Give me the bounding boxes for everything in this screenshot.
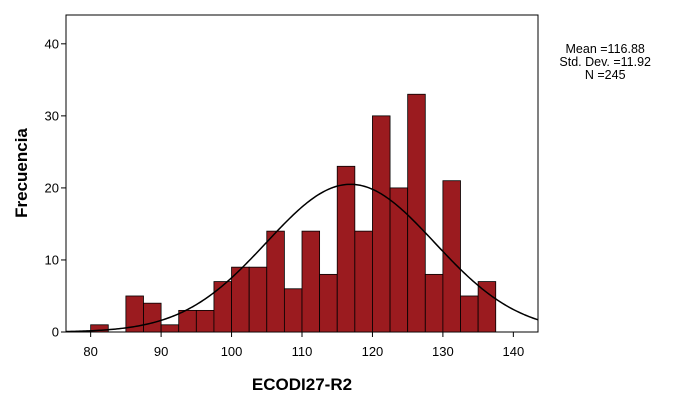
histogram-bar [442, 180, 461, 333]
histogram-bar [477, 281, 497, 333]
histogram-bar [160, 324, 180, 333]
histogram-bar [90, 324, 109, 333]
x-tick-label: 100 [221, 344, 243, 359]
y-tick-label: 20 [45, 180, 59, 195]
histogram-bar [354, 230, 373, 333]
stats-n: N =245 [584, 68, 626, 82]
histogram-bar [231, 266, 250, 333]
x-tick-label: 130 [432, 344, 454, 359]
stats-std-dev: Std. Dev. =11.92 [559, 55, 651, 69]
y-tick-label: 30 [45, 108, 59, 123]
stats-box: Mean =116.88 Std. Dev. =11.92 N =245 [559, 43, 651, 82]
y-axis-title: Frecuencia [12, 128, 31, 218]
histogram-bar [248, 266, 268, 333]
histogram-bar [178, 309, 197, 333]
y-tick-label: 0 [52, 325, 59, 340]
x-tick-label: 120 [362, 344, 384, 359]
histogram-bar [319, 273, 338, 333]
y-axis: 0 10 20 30 40 [45, 36, 66, 340]
x-tick-label: 80 [83, 344, 97, 359]
y-tick-label: 40 [45, 36, 59, 51]
histogram-bar [372, 115, 391, 333]
normal-curve [65, 183, 539, 333]
histogram-bar [143, 302, 162, 333]
histogram-bar [424, 273, 444, 333]
stats-mean: Mean =116.88 [565, 42, 645, 56]
histogram-bar [460, 295, 479, 333]
x-tick-label: 110 [292, 344, 313, 359]
histogram-bar [213, 281, 232, 333]
x-tick-label: 140 [502, 344, 524, 359]
histogram-bar [266, 230, 285, 333]
histogram-bar [389, 187, 409, 333]
bars-group [90, 93, 497, 333]
x-axis-title: ECODI27-R2 [252, 375, 352, 394]
x-tick-label: 90 [154, 344, 168, 359]
y-tick-label: 10 [45, 252, 59, 267]
histogram-bar [195, 309, 215, 333]
histogram-bar [336, 165, 356, 333]
histogram-bar [301, 230, 321, 333]
histogram-bar [407, 93, 426, 333]
histogram-bar [283, 288, 303, 333]
x-axis: 80 90 100 110 120 130 140 [83, 332, 524, 359]
